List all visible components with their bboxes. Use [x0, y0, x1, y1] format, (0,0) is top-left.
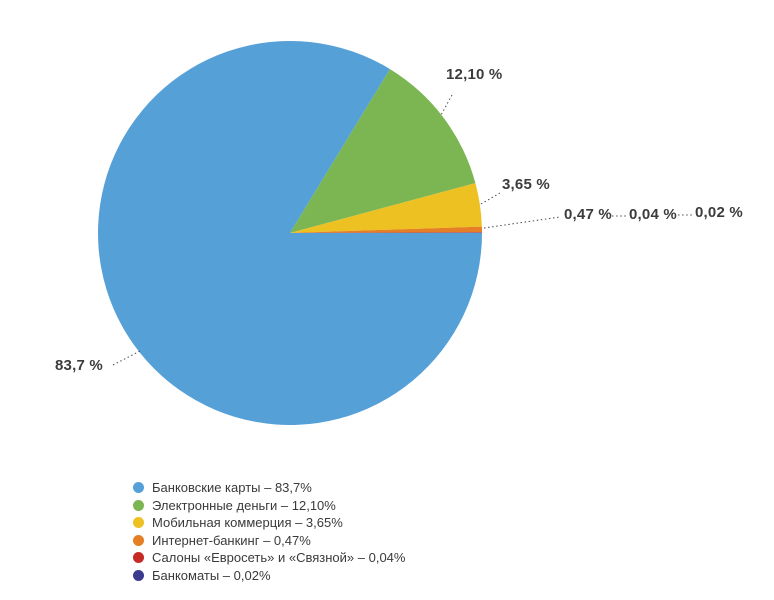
pie-slice-3: [290, 183, 482, 233]
pie-slice-4: [290, 226, 482, 233]
legend-item: Банкоматы – 0,02%: [133, 567, 405, 585]
legend-color-dot: [133, 482, 144, 494]
pie-slice-2: [290, 69, 476, 233]
pie-slices: [98, 40, 483, 425]
callout-internet-banking: 0,47 %: [564, 206, 612, 223]
legend-label: Салоны «Евросеть» и «Связной» – 0,04%: [152, 550, 406, 566]
leader-line-internet-banking: [483, 216, 561, 229]
legend-item: Банковские карты – 83,7%: [133, 479, 405, 497]
callout-bank-cards: 83,7 %: [55, 357, 103, 374]
leader-line-bank-cards: [112, 349, 143, 366]
callout-atms: 0,02 %: [695, 204, 743, 221]
pie-slice-1: [98, 40, 482, 425]
callout-salons: 0,04 %: [629, 206, 677, 223]
legend-label: Банкоматы – 0,02%: [152, 567, 271, 583]
callout-electronic-money: 12,10 %: [446, 66, 503, 83]
pie-slice-5: [290, 232, 483, 233]
legend-color-dot: [133, 534, 144, 546]
legend-color-dot: [133, 552, 144, 564]
leader-line-electronic-money: [440, 94, 453, 116]
legend-color-dot: [133, 569, 144, 581]
leader-line-mobile-commerce: [480, 192, 501, 205]
legend-color-dot: [133, 499, 144, 511]
legend: Банковские карты – 83,7% Электронные день…: [133, 479, 405, 584]
legend-label: Интернет-банкинг – 0,47%: [152, 532, 311, 548]
legend-label: Мобильная коммерция – 3,65%: [152, 515, 343, 531]
legend-item: Электронные деньги – 12,10%: [133, 497, 405, 515]
legend-label: Электронные деньги – 12,10%: [152, 497, 336, 513]
legend-label: Банковские карты – 83,7%: [152, 480, 312, 496]
legend-item: Мобильная коммерция – 3,65%: [133, 514, 405, 532]
leader-lines: [112, 94, 692, 366]
callout-mobile-commerce: 3,65 %: [502, 176, 550, 193]
legend-item: Интернет-банкинг – 0,47%: [133, 532, 405, 550]
legend-item: Салоны «Евросеть» и «Связной» – 0,04%: [133, 549, 405, 567]
legend-color-dot: [133, 517, 144, 529]
